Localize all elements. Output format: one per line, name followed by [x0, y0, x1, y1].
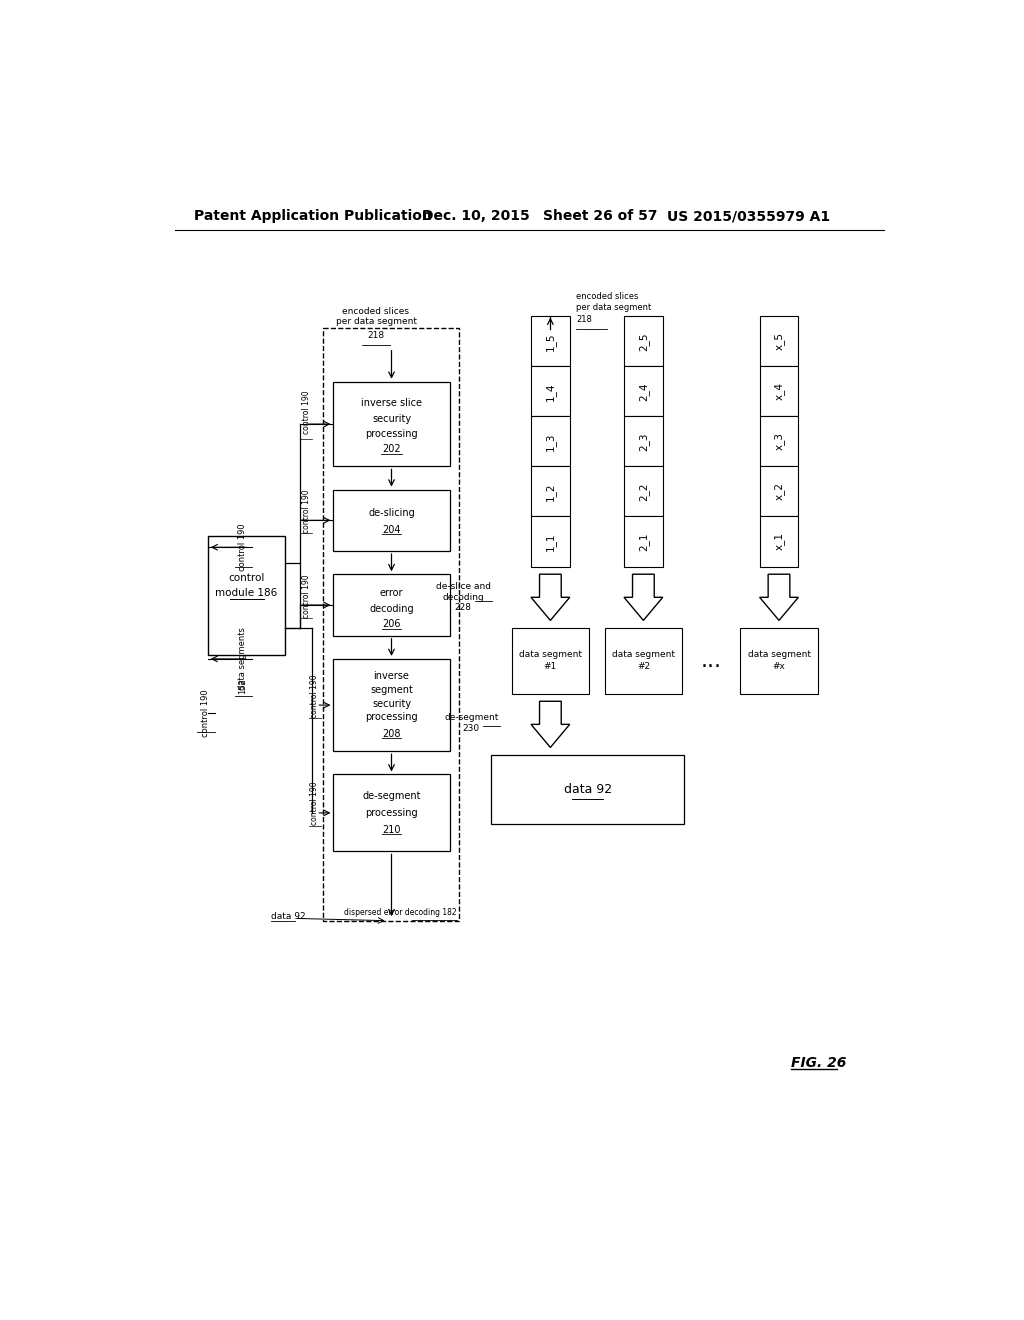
- FancyBboxPatch shape: [334, 775, 450, 851]
- FancyBboxPatch shape: [334, 490, 450, 552]
- Text: 202: 202: [382, 445, 400, 454]
- Text: security: security: [372, 413, 411, 424]
- Text: segment: segment: [370, 685, 413, 694]
- Text: 218: 218: [368, 331, 385, 341]
- Text: control 190: control 190: [302, 574, 310, 618]
- Text: processing: processing: [366, 429, 418, 440]
- Text: FIG. 26: FIG. 26: [791, 1056, 846, 1071]
- FancyBboxPatch shape: [490, 755, 684, 825]
- Text: Dec. 10, 2015: Dec. 10, 2015: [423, 209, 530, 223]
- Text: 208: 208: [382, 729, 400, 739]
- Text: inverse slice: inverse slice: [361, 399, 422, 408]
- FancyBboxPatch shape: [760, 317, 799, 367]
- Text: Patent Application Publication: Patent Application Publication: [194, 209, 432, 223]
- Text: 204: 204: [382, 524, 400, 535]
- FancyBboxPatch shape: [760, 516, 799, 566]
- FancyBboxPatch shape: [531, 466, 569, 516]
- FancyBboxPatch shape: [740, 628, 818, 693]
- Text: control 190: control 190: [302, 490, 310, 533]
- Text: control 190: control 190: [201, 689, 210, 737]
- Text: control 190: control 190: [310, 781, 319, 825]
- Text: inverse: inverse: [374, 671, 410, 681]
- Text: US 2015/0355979 A1: US 2015/0355979 A1: [667, 209, 829, 223]
- FancyBboxPatch shape: [531, 317, 569, 367]
- Text: 2_1: 2_1: [638, 532, 649, 550]
- Text: data segment: data segment: [748, 651, 811, 659]
- Text: de-slice and
decoding
228: de-slice and decoding 228: [435, 582, 490, 612]
- Text: de-segment: de-segment: [362, 791, 421, 801]
- Text: 218: 218: [575, 315, 592, 323]
- Text: encoded slices: encoded slices: [575, 292, 638, 301]
- Text: x_5: x_5: [773, 333, 784, 350]
- FancyBboxPatch shape: [760, 466, 799, 516]
- Text: data 92: data 92: [271, 912, 306, 921]
- Text: data segment: data segment: [519, 651, 582, 659]
- Text: Sheet 26 of 57: Sheet 26 of 57: [543, 209, 657, 223]
- FancyBboxPatch shape: [624, 416, 663, 466]
- Text: control 190: control 190: [302, 391, 310, 434]
- FancyBboxPatch shape: [531, 516, 569, 566]
- Text: #1: #1: [544, 663, 557, 672]
- Text: #x: #x: [772, 663, 785, 672]
- Text: module 186: module 186: [215, 589, 278, 598]
- FancyBboxPatch shape: [334, 381, 450, 466]
- FancyBboxPatch shape: [624, 466, 663, 516]
- Text: 1_4: 1_4: [545, 381, 556, 400]
- FancyBboxPatch shape: [512, 628, 589, 693]
- Text: 210: 210: [382, 825, 400, 834]
- FancyBboxPatch shape: [208, 536, 286, 655]
- Text: error: error: [380, 589, 403, 598]
- Text: x_3: x_3: [773, 433, 784, 450]
- FancyBboxPatch shape: [531, 367, 569, 416]
- Text: control 190: control 190: [310, 675, 319, 718]
- Text: x_1: x_1: [773, 532, 784, 550]
- FancyBboxPatch shape: [604, 628, 682, 693]
- Text: de-segment
230: de-segment 230: [444, 713, 499, 733]
- FancyBboxPatch shape: [531, 416, 569, 466]
- FancyBboxPatch shape: [334, 574, 450, 636]
- Text: 206: 206: [382, 619, 400, 630]
- FancyBboxPatch shape: [760, 367, 799, 416]
- Text: 2_4: 2_4: [638, 381, 649, 400]
- Text: control: control: [228, 573, 265, 583]
- Text: x_2: x_2: [773, 482, 784, 500]
- Text: control 190: control 190: [239, 524, 247, 572]
- Text: ...: ...: [701, 651, 722, 671]
- Text: 1_5: 1_5: [545, 333, 556, 351]
- Text: processing: processing: [366, 713, 418, 722]
- Text: 2_5: 2_5: [638, 333, 649, 351]
- Text: security: security: [372, 698, 411, 709]
- FancyBboxPatch shape: [624, 367, 663, 416]
- Text: processing: processing: [366, 808, 418, 818]
- FancyBboxPatch shape: [760, 416, 799, 466]
- Text: dispersed error decoding 182: dispersed error decoding 182: [344, 908, 457, 917]
- Text: de-slicing: de-slicing: [368, 508, 415, 517]
- Text: 1_2: 1_2: [545, 482, 556, 500]
- Text: data segments: data segments: [239, 627, 247, 690]
- Text: 1_1: 1_1: [545, 532, 556, 550]
- Text: 1_3: 1_3: [545, 432, 556, 450]
- Text: x_4: x_4: [773, 383, 784, 400]
- FancyBboxPatch shape: [624, 516, 663, 566]
- Text: decoding: decoding: [370, 603, 414, 614]
- Text: 152: 152: [239, 678, 247, 694]
- FancyBboxPatch shape: [624, 317, 663, 367]
- Text: encoded slices
per data segment: encoded slices per data segment: [336, 306, 417, 326]
- Text: #2: #2: [637, 663, 650, 672]
- Text: data 92: data 92: [563, 783, 611, 796]
- Text: 2_2: 2_2: [638, 482, 649, 500]
- Text: data segment: data segment: [612, 651, 675, 659]
- FancyBboxPatch shape: [334, 659, 450, 751]
- Text: 2_3: 2_3: [638, 432, 649, 450]
- Text: per data segment: per data segment: [575, 304, 651, 313]
